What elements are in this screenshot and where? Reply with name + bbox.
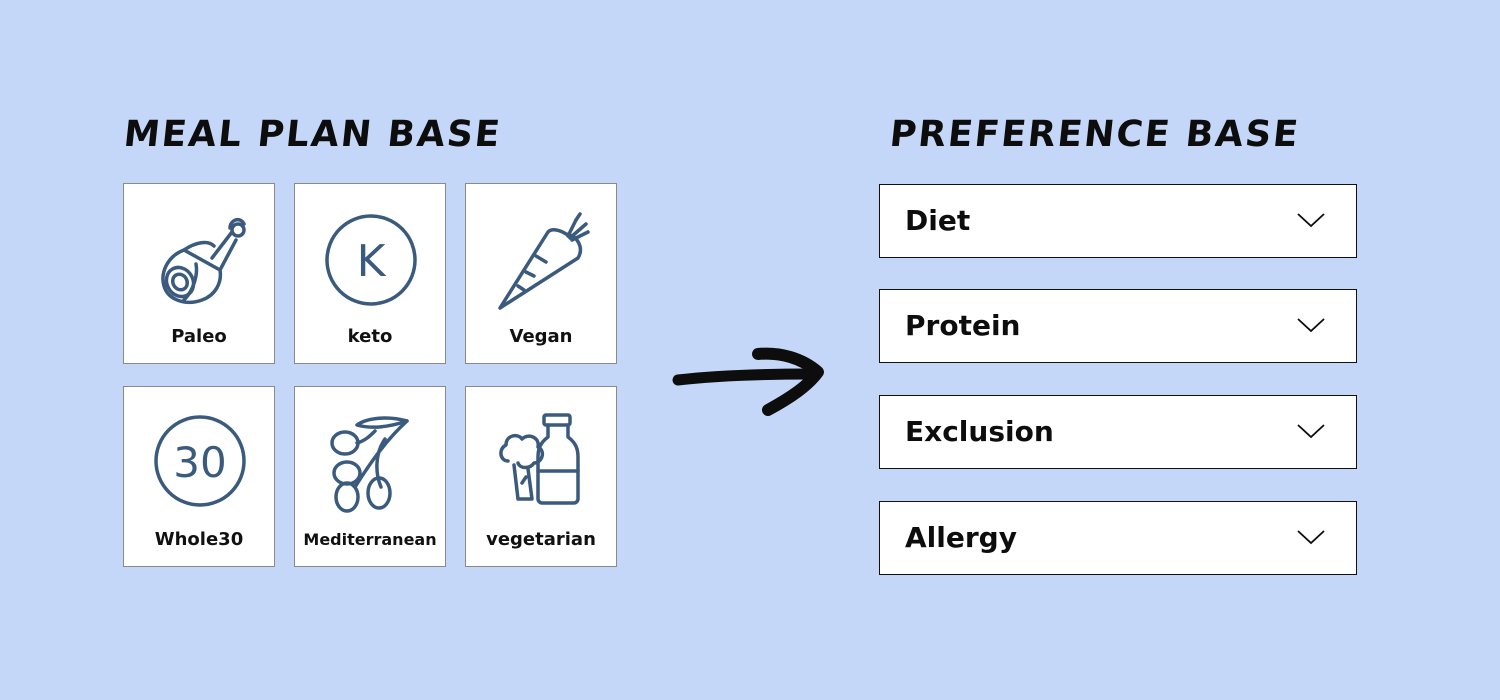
keto-k-circle-icon: K [325, 214, 417, 306]
right-arrow-icon [672, 347, 824, 416]
meal-card-vegetarian[interactable]: vegetarian [465, 386, 617, 567]
dropdown-label: Allergy [905, 521, 1017, 554]
carrot-icon [498, 212, 590, 310]
chevron-down-icon [1297, 424, 1325, 439]
meal-card-label: vegetarian [486, 529, 596, 550]
meal-card-label: Whole30 [154, 529, 244, 550]
olive-branch-icon [330, 416, 409, 513]
broccoli-milk-icon [499, 413, 580, 505]
preference-title: PREFERENCE BASE [887, 114, 1302, 155]
meal-card-keto[interactable]: K keto [294, 183, 446, 364]
meal-card-whole30[interactable]: 30 Whole30 [123, 386, 275, 567]
meal-card-label: Paleo [171, 326, 227, 347]
dropdown-allergy[interactable]: Allergy [879, 501, 1357, 575]
meal-card-label: keto [347, 326, 393, 347]
dropdown-diet[interactable]: Diet [879, 184, 1357, 258]
dropdown-label: Protein [905, 309, 1021, 342]
dropdown-label: Diet [905, 204, 971, 237]
dropdown-exclusion[interactable]: Exclusion [879, 395, 1357, 469]
chevron-down-icon [1297, 530, 1325, 545]
dropdown-protein[interactable]: Protein [879, 289, 1357, 363]
whole30-glyph: 30 [173, 438, 226, 487]
meal-card-label: Mediterranean [303, 530, 437, 549]
dropdown-label: Exclusion [905, 415, 1054, 448]
meal-plan-title: MEAL PLAN BASE [121, 114, 504, 155]
whole30-circle-icon: 30 [154, 415, 246, 507]
meal-card-paleo[interactable]: Paleo [123, 183, 275, 364]
meal-card-vegan[interactable]: Vegan [465, 183, 617, 364]
keto-glyph: K [357, 236, 387, 287]
meal-card-label: Vegan [509, 326, 573, 347]
meal-card-mediterranean[interactable]: Mediterranean [294, 386, 446, 567]
ham-leg-icon [161, 217, 246, 305]
chevron-down-icon [1297, 213, 1325, 228]
chevron-down-icon [1297, 318, 1325, 333]
